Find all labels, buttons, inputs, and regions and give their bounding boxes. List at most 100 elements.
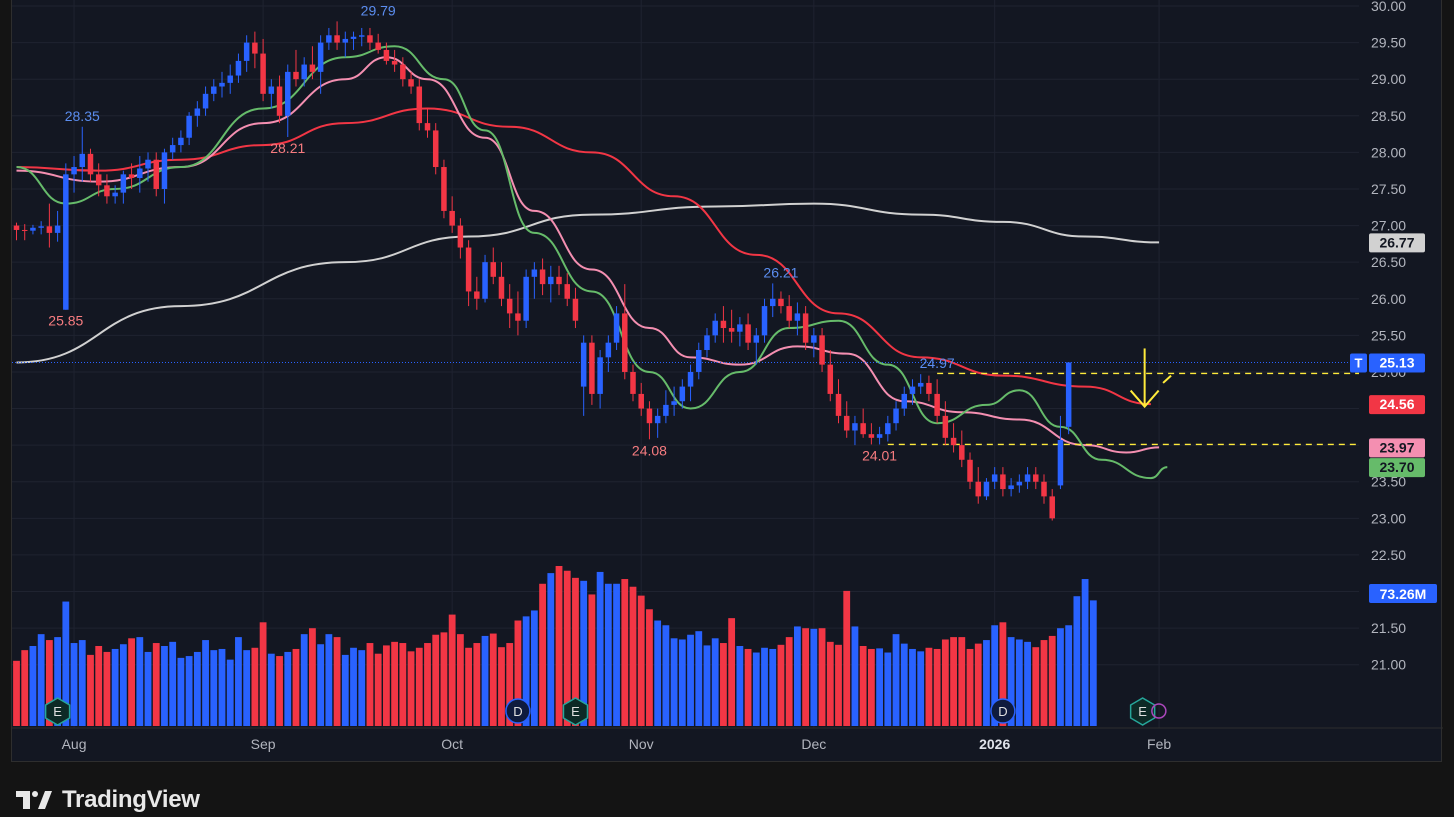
- candle-body: [597, 357, 603, 394]
- candle-body: [959, 445, 965, 460]
- candle-body: [531, 269, 538, 277]
- volume-bar: [415, 647, 423, 726]
- volume-bar: [670, 638, 678, 726]
- candle-body: [1057, 440, 1064, 486]
- volume-bar: [983, 640, 990, 726]
- event-marker-E[interactable]: E: [44, 697, 71, 726]
- candle-body: [1049, 496, 1055, 519]
- earnings-icon: [562, 697, 589, 726]
- event-marker-letter: D: [513, 704, 522, 719]
- volume-bar: [506, 643, 514, 726]
- volume-bar: [876, 648, 883, 726]
- candle-body: [46, 226, 53, 233]
- candle-body: [638, 393, 644, 409]
- volume-bar: [325, 634, 333, 726]
- candle-body: [498, 276, 505, 299]
- volume-bar: [374, 653, 382, 726]
- time-axis[interactable]: Aug Sep Oct Nov Dec 2026 Feb: [12, 727, 1443, 752]
- candle-body: [252, 42, 258, 54]
- volume-bar: [966, 648, 974, 726]
- volume-bar: [103, 651, 111, 726]
- candle-body: [128, 174, 135, 178]
- arrow-tick: [1162, 374, 1172, 384]
- volume-bar: [555, 566, 563, 726]
- axis-price-badge-bg: [1369, 458, 1425, 478]
- candle-body: [1041, 481, 1047, 497]
- axis-price-badge: 25.13 T: [1350, 353, 1425, 373]
- candle-body: [737, 324, 743, 332]
- event-marker-D[interactable]: D: [990, 698, 1016, 724]
- candle-body: [432, 130, 439, 168]
- candle-body: [153, 159, 159, 189]
- ma_long-line: [16, 202, 1160, 364]
- candle-body: [753, 335, 760, 343]
- axis-price-badge-label: 24.56: [1379, 396, 1414, 412]
- candle-body: [235, 60, 242, 76]
- candle-body: [186, 115, 192, 138]
- volume-bar: [456, 634, 464, 726]
- event-marker-E[interactable]: E: [1129, 697, 1156, 726]
- volume-bar: [744, 648, 752, 726]
- volume-bar: [613, 583, 620, 726]
- volume-bar: [292, 648, 300, 726]
- candle-body: [211, 86, 217, 94]
- event-marker-D[interactable]: D: [505, 698, 531, 724]
- volume-bar: [974, 643, 982, 726]
- volume-bar: [87, 654, 94, 726]
- volume-bar: [1032, 647, 1040, 726]
- volume-bar: [317, 644, 325, 726]
- candle-body: [416, 86, 423, 124]
- volume-bar: [1081, 579, 1089, 726]
- volume-bar: [169, 641, 177, 726]
- price-chart[interactable]: 29.79 28.35 28.21 25.85 26.21 24.08 24.97 24.01…: [12, 0, 1443, 762]
- candle-body: [613, 313, 620, 343]
- candle-body: [712, 320, 718, 336]
- candle-body: [942, 415, 949, 438]
- volume-bar: [276, 656, 283, 726]
- candle-body: [161, 152, 168, 189]
- volume-bar: [794, 626, 801, 726]
- volume-bar: [802, 628, 810, 726]
- candle-body: [704, 335, 710, 350]
- candle-body: [145, 159, 151, 169]
- candle-body: [622, 313, 628, 372]
- price-annotation-label: 28.35: [65, 108, 100, 124]
- volume-bar: [884, 652, 892, 726]
- volume-bar: [498, 647, 505, 726]
- candle-body: [589, 342, 595, 394]
- candle-body: [457, 225, 464, 248]
- time-tick-label: Sep: [251, 736, 276, 752]
- volume-bar: [522, 616, 530, 726]
- candle-body: [334, 35, 340, 43]
- chart-frame[interactable]: 29.79 28.35 28.21 25.85 26.21 24.08 24.97 24.01…: [11, 0, 1443, 762]
- event-marker-E[interactable]: E: [562, 697, 589, 726]
- price-tick-label: 28.50: [1371, 108, 1406, 124]
- price-annotations: 29.79 28.35 28.21 25.85 26.21 24.08 24.97 24.01: [48, 2, 955, 463]
- candle-body: [350, 36, 357, 39]
- candle-body: [1024, 474, 1031, 482]
- candle-body: [654, 415, 661, 424]
- candle-body: [137, 168, 143, 178]
- event-marker-letter: E: [53, 704, 62, 719]
- tradingview-logo[interactable]: TradingView: [16, 786, 200, 814]
- candle-body: [293, 71, 299, 80]
- volume-bar: [29, 646, 37, 726]
- candle-body: [383, 49, 390, 61]
- volume-bar: [514, 620, 522, 726]
- candle-body: [926, 382, 932, 394]
- price-axis[interactable]: 30.00 29.50 29.00 28.50 28.00 27.50 27.00 26.50…: [1350, 0, 1437, 673]
- candle-body: [104, 185, 110, 197]
- volume-bar: [588, 594, 596, 726]
- volume-bar: [424, 643, 431, 726]
- candle-body: [868, 434, 875, 438]
- candle-body: [687, 371, 694, 387]
- candle-body: [663, 404, 669, 416]
- volume-bar: [62, 601, 70, 726]
- axis-price-badge: 23.70: [1369, 458, 1425, 478]
- volume-bar: [1089, 600, 1097, 726]
- volume-bar: [1057, 628, 1064, 726]
- tradingview-logo-icon: [16, 791, 52, 809]
- price-tick-label: 28.00: [1371, 144, 1406, 160]
- volume-bar: [654, 620, 662, 726]
